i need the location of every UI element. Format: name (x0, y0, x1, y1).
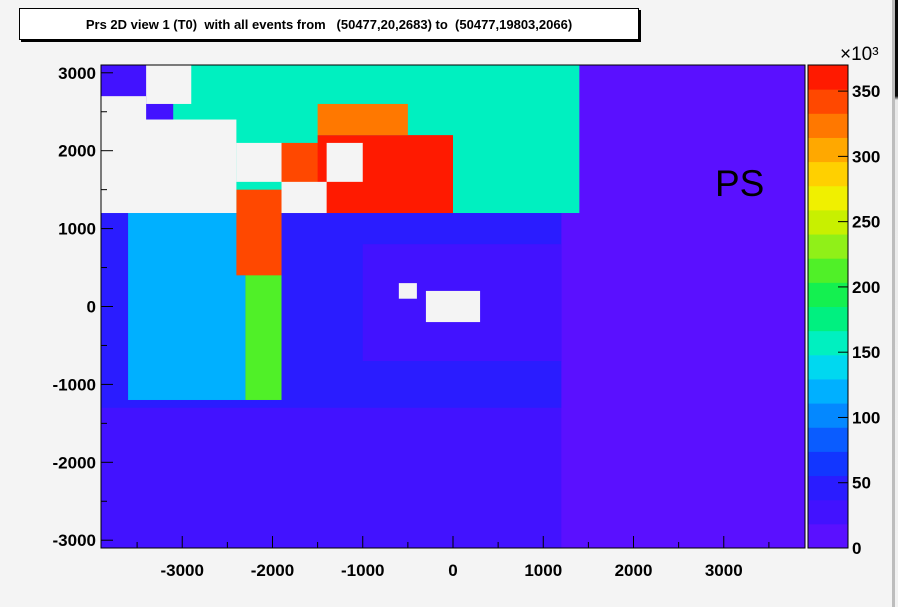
heatmap-region-11 (317, 103, 408, 136)
palette-tick-label: 100 (852, 408, 880, 427)
empty-region-1 (146, 65, 192, 104)
x-tick-label: 0 (448, 561, 457, 580)
palette-segment (808, 209, 848, 235)
empty-region-6 (425, 290, 481, 323)
y-tick-label: 3000 (58, 64, 96, 83)
palette-segment (808, 161, 848, 187)
palette-segment (808, 306, 848, 332)
y-tick-label: 0 (87, 298, 96, 317)
palette-tick-label: 50 (852, 474, 871, 493)
palette-segment (808, 282, 848, 307)
y-tick-label: -1000 (53, 375, 96, 394)
histogram-title: Prs 2D view 1 (T0) with all events from … (19, 8, 639, 40)
x-tick-label: 1000 (524, 561, 562, 580)
palette-segment (808, 185, 848, 211)
palette-tick-label: 250 (852, 213, 880, 232)
palette-segment (808, 354, 848, 380)
y-tick-label: -2000 (53, 453, 96, 472)
x-tick-label: -3000 (160, 561, 203, 580)
palette-segment (808, 451, 848, 477)
z-multiplier-label: ×10³ (840, 44, 879, 65)
heatmap-region-8 (236, 189, 282, 276)
empty-region-2 (101, 96, 147, 151)
palette-segment (808, 475, 848, 501)
palette-tick-label: 300 (852, 147, 880, 166)
y-tick-label: 2000 (58, 142, 96, 161)
palette-tick-label: 150 (852, 343, 880, 362)
y-tick-label: -3000 (53, 531, 96, 550)
empty-region-7 (398, 283, 417, 299)
ps-annotation: PS (715, 163, 764, 204)
y-tick-label: 1000 (58, 220, 96, 239)
empty-region-4 (281, 181, 327, 214)
x-tick-label: -2000 (251, 561, 294, 580)
palette-segment (808, 65, 848, 90)
palette-segment (808, 137, 848, 163)
heatmap-cells (101, 65, 805, 549)
color-palette: 0 50 100 150 200 250 300 350 (807, 64, 880, 558)
palette-segment (808, 523, 848, 549)
x-tick-label: -1000 (341, 561, 384, 580)
empty-region-3 (236, 142, 282, 182)
palette-segment (808, 403, 848, 428)
palette-segment (808, 427, 848, 452)
palette-tick-label: 350 (852, 82, 880, 101)
empty-region-5 (326, 142, 363, 182)
palette-segment (808, 89, 848, 114)
palette-tick-label: 200 (852, 278, 880, 297)
palette-frame (807, 64, 849, 549)
palette-segment (808, 330, 848, 356)
palette-tick-label: 0 (852, 539, 861, 558)
palette-segment (808, 499, 848, 525)
palette-segment (808, 378, 848, 404)
axis-ticks: -3000 -2000 -1000 0 1000 2000 3000 3000 2000 1000… (53, 64, 770, 580)
palette-segment (808, 258, 848, 283)
heatmap-region-6 (128, 213, 246, 400)
palette-segment (808, 234, 848, 259)
palette-segment (808, 113, 848, 138)
x-tick-label: 3000 (705, 561, 743, 580)
x-tick-label: 2000 (615, 561, 653, 580)
